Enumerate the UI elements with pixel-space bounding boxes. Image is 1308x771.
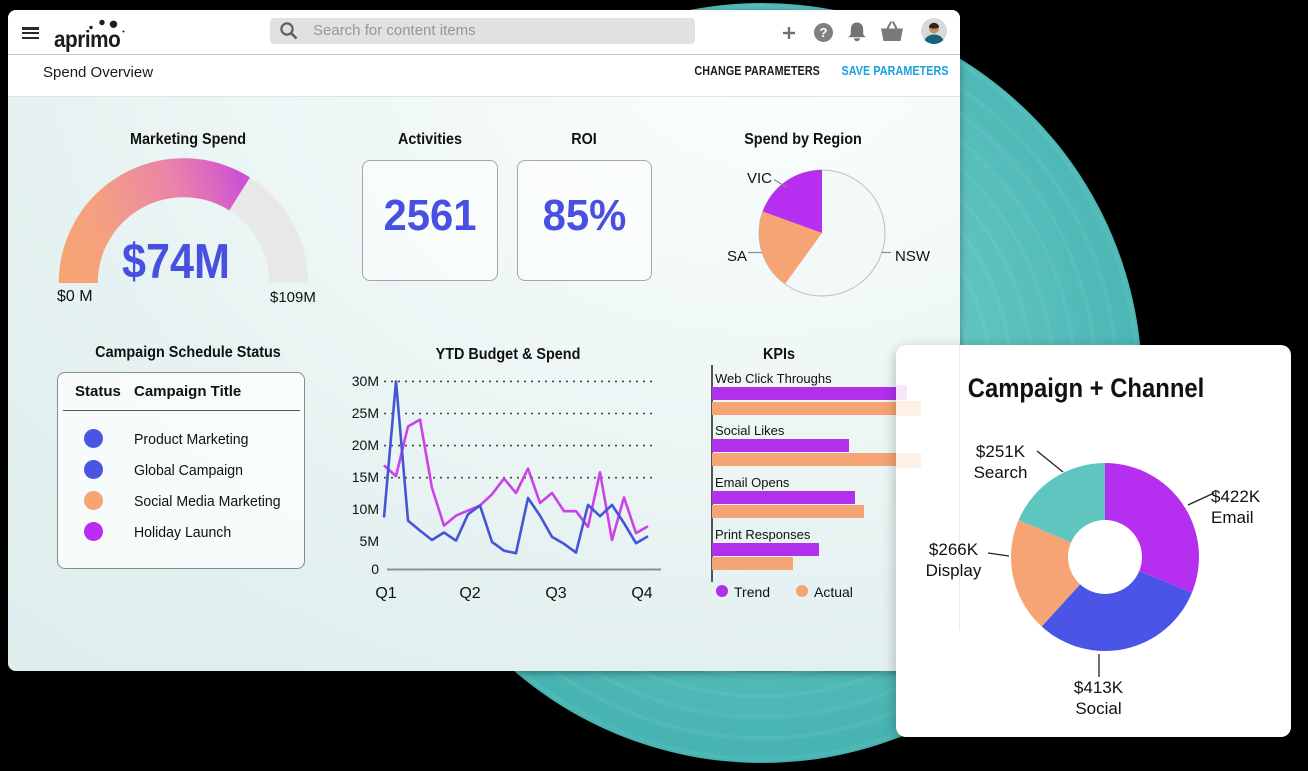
svg-text:30M: 30M bbox=[352, 373, 379, 389]
svg-text:0: 0 bbox=[371, 561, 379, 577]
svg-text:Q2: Q2 bbox=[459, 585, 480, 602]
svg-text:20M: 20M bbox=[352, 437, 379, 453]
svg-text:Q1: Q1 bbox=[375, 585, 396, 602]
svg-text:5M: 5M bbox=[360, 533, 379, 549]
svg-text:10M: 10M bbox=[352, 501, 379, 517]
svg-text:25M: 25M bbox=[352, 405, 379, 421]
svg-text:Q4: Q4 bbox=[631, 585, 652, 602]
svg-text:15M: 15M bbox=[352, 469, 379, 485]
svg-text:Q3: Q3 bbox=[545, 585, 566, 602]
